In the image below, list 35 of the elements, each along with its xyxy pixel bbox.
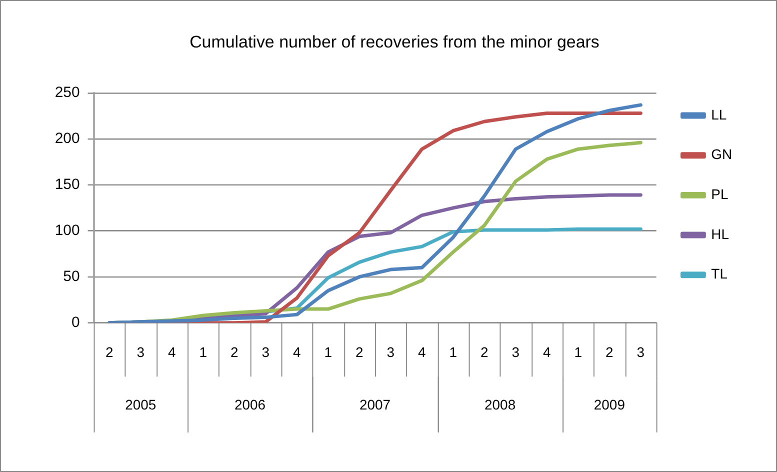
x-tick-label: 2 [106, 344, 114, 360]
text: 2009 [594, 396, 626, 412]
y-tick-label: 0 [72, 314, 80, 331]
text: 2005 [125, 396, 156, 412]
x-tick-label: 1 [574, 344, 582, 360]
y-tick-label: 250 [54, 84, 80, 102]
x-tick-label: 2 [480, 344, 489, 360]
x-tick-label: 2 [356, 344, 364, 360]
x-tick-label: 4 [293, 344, 302, 360]
y-tick-label: 150 [54, 176, 80, 194]
x-tick-label: 1 [324, 344, 332, 360]
text: 2008 [484, 396, 516, 412]
chart-title: Cumulative number of recoveries from the minor gears [190, 32, 600, 52]
x-tick-label: 3 [136, 344, 145, 360]
x-tick-label: 3 [512, 344, 520, 360]
x-tick-label: 2 [230, 344, 239, 360]
x-tick-label: 4 [418, 344, 426, 360]
legend-label: PL [711, 186, 728, 202]
x-tick-label: 3 [262, 344, 270, 360]
x-tick-label: 3 [386, 344, 395, 360]
legend-label: HL [711, 226, 730, 242]
text: 2007 [360, 396, 391, 412]
legend-label: TL [711, 266, 728, 282]
x-tick-label: 3 [636, 344, 645, 360]
x-tick-label: 1 [449, 344, 458, 360]
y-tick-label: 200 [54, 130, 80, 148]
x-tick-label: 4 [168, 344, 176, 360]
x-tick-label: 4 [543, 344, 552, 360]
y-tick-label: 100 [54, 222, 80, 240]
x-tick-label: 2 [606, 344, 614, 360]
y-tick-label: 50 [63, 268, 80, 285]
legend-label: GN [711, 146, 732, 162]
x-tick-label: 1 [199, 344, 208, 360]
legend-label: LL [711, 106, 727, 122]
text: 2006 [234, 396, 266, 412]
